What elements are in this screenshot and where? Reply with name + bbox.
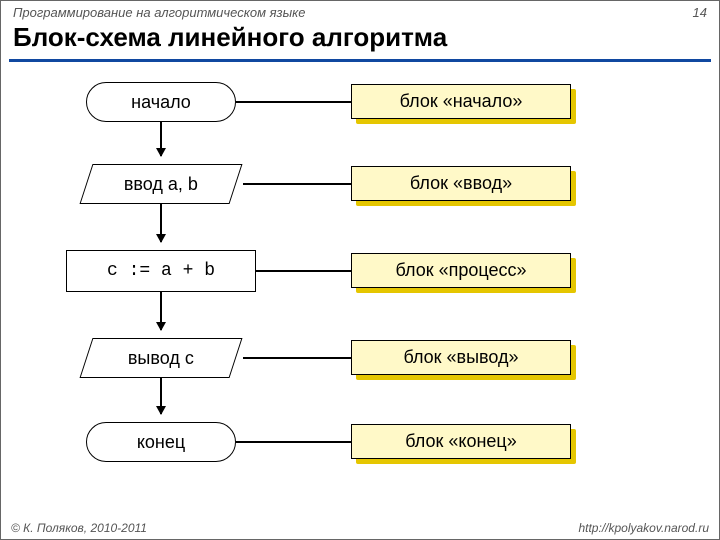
arrow-3	[160, 292, 162, 330]
label-process: блок «процесс»	[351, 253, 571, 288]
label-start: блок «начало»	[351, 84, 571, 119]
terminal-start: начало	[86, 82, 236, 122]
arrow-4	[160, 378, 162, 414]
label-start-text: блок «начало»	[400, 91, 523, 111]
io-output-text-inner: вывод c	[128, 348, 194, 368]
label-input-box: блок «ввод»	[351, 166, 571, 201]
label-end: блок «конец»	[351, 424, 571, 459]
slide-header: Программирование на алгоритмическом язык…	[1, 1, 719, 20]
connector-2	[243, 183, 351, 185]
process-calc: c := a + b	[66, 250, 256, 292]
label-output-box: блок «вывод»	[351, 340, 571, 375]
label-input-text: блок «ввод»	[410, 173, 512, 193]
terminal-end: конец	[86, 422, 236, 462]
title-rule	[9, 59, 711, 62]
io-input-text: ввод a, b	[124, 174, 198, 195]
slide-footer: © К. Поляков, 2010-2011 http://kpolyakov…	[11, 521, 709, 535]
arrow-1	[160, 122, 162, 156]
page-title: Блок-схема линейного алгоритма	[1, 20, 719, 59]
label-input: блок «ввод»	[351, 166, 571, 201]
label-end-box: блок «конец»	[351, 424, 571, 459]
label-output: блок «вывод»	[351, 340, 571, 375]
label-process-text: блок «процесс»	[395, 260, 526, 280]
diagram-area: начало блок «начало» ввод a, b блок «вво…	[1, 70, 719, 500]
process-calc-text: c := a + b	[107, 261, 215, 281]
terminal-start-text: начало	[131, 92, 191, 113]
connector-1	[236, 101, 351, 103]
footer-url: http://kpolyakov.narod.ru	[578, 521, 709, 535]
label-process-box: блок «процесс»	[351, 253, 571, 288]
io-input: ввод a, b	[80, 164, 243, 204]
connector-4	[243, 357, 351, 359]
header-subject: Программирование на алгоритмическом язык…	[13, 5, 306, 20]
io-output: вывод c	[80, 338, 243, 378]
arrow-2	[160, 204, 162, 242]
footer-copyright: © К. Поляков, 2010-2011	[11, 521, 147, 535]
io-input-text-inner: ввод a, b	[124, 174, 198, 194]
io-output-text: вывод c	[128, 348, 194, 369]
label-output-text: блок «вывод»	[403, 347, 518, 367]
header-page-no: 14	[693, 5, 707, 20]
label-end-text: блок «конец»	[405, 431, 516, 451]
label-start-box: блок «начало»	[351, 84, 571, 119]
terminal-end-text: конец	[137, 432, 185, 453]
connector-5	[236, 441, 351, 443]
connector-3	[256, 270, 351, 272]
